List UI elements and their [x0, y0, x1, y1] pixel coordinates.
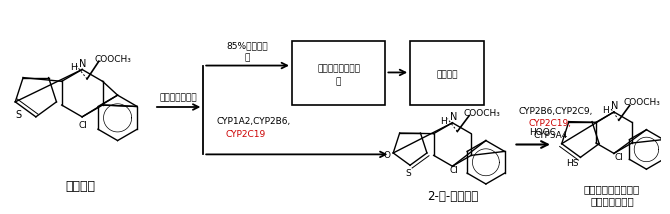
Bar: [292, 41, 385, 105]
Text: N: N: [80, 59, 87, 68]
Text: CYP2C19: CYP2C19: [226, 130, 266, 139]
Text: H: H: [440, 117, 447, 126]
Text: H: H: [602, 106, 608, 115]
Text: COOCH₃: COOCH₃: [95, 55, 132, 64]
Text: 氯吡格雷的活性产物: 氯吡格雷的活性产物: [584, 184, 640, 194]
Text: 2-氧-氯吡格雷: 2-氧-氯吡格雷: [427, 190, 478, 203]
Text: HOOC: HOOC: [529, 128, 557, 137]
Text: CYP2B6,CYP2C9,: CYP2B6,CYP2C9,: [519, 107, 593, 116]
Text: 无活性的羧酸衍生: 无活性的羧酸衍生: [317, 64, 360, 73]
Text: CYP1A2,CYP2B6,: CYP1A2,CYP2B6,: [216, 117, 290, 126]
Text: 经小肠吸收入血: 经小肠吸收入血: [160, 94, 198, 103]
Text: COOCH₃: COOCH₃: [624, 98, 661, 107]
Text: 85%经酯酶代: 85%经酯酶代: [226, 41, 269, 50]
Text: Cl: Cl: [450, 166, 459, 175]
Text: 氯吡格雷: 氯吡格雷: [65, 180, 95, 193]
Text: CYP2C19,: CYP2C19,: [528, 119, 572, 128]
Text: H: H: [70, 63, 76, 72]
Text: CYP3A4: CYP3A4: [533, 131, 567, 140]
Bar: [410, 41, 484, 105]
Text: N: N: [450, 112, 457, 122]
Text: 谢: 谢: [245, 53, 251, 62]
Text: S: S: [405, 169, 411, 178]
Text: 排出体外: 排出体外: [436, 70, 458, 79]
Text: S: S: [15, 110, 21, 120]
Text: HS: HS: [566, 159, 579, 168]
Text: O: O: [384, 151, 391, 160]
Text: COOCH₃: COOCH₃: [463, 109, 500, 118]
Text: Cl: Cl: [614, 153, 623, 162]
Text: 活性硫醇代谢物: 活性硫醇代谢物: [590, 196, 634, 206]
Text: N: N: [611, 101, 618, 111]
Text: Cl: Cl: [78, 121, 88, 130]
Text: 物: 物: [336, 77, 341, 86]
